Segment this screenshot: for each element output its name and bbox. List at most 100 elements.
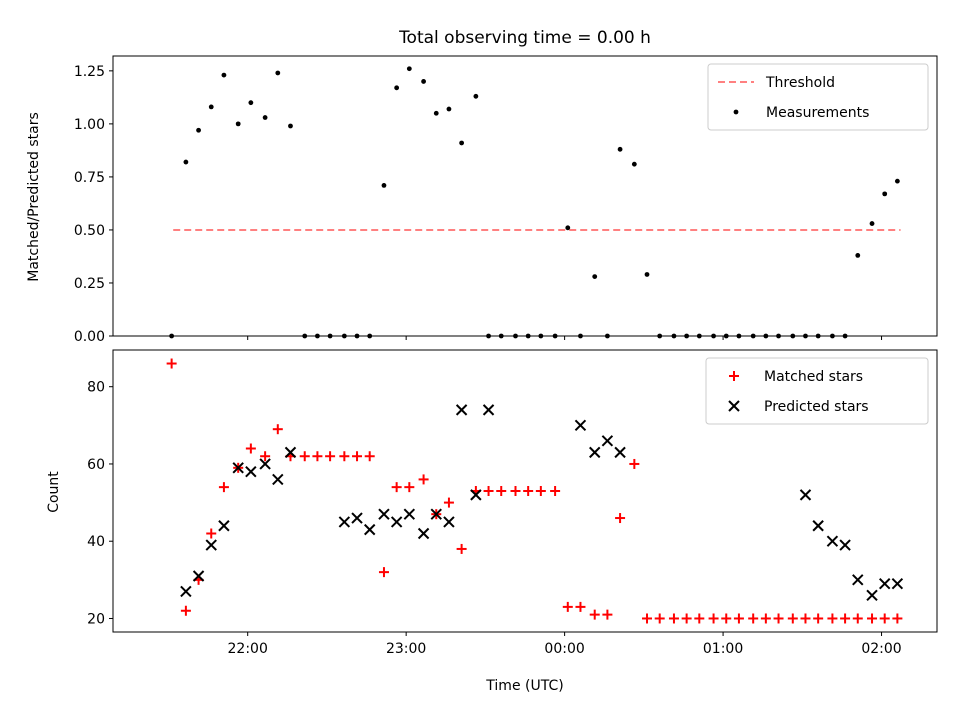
predicted-star-point [574, 419, 587, 432]
measurement-point [262, 115, 268, 120]
matched-star-point [813, 613, 824, 624]
matched-star-point [892, 613, 903, 624]
measurement-point [894, 178, 900, 184]
predicted-star-point [259, 458, 271, 470]
predicted-star-point [614, 446, 626, 459]
predicted-star-point [826, 535, 839, 547]
bottom-ytick-label: 80 [87, 380, 105, 396]
legend-predicted-swatch [728, 400, 740, 412]
measurement-point [394, 85, 400, 91]
matched-star-point [867, 613, 878, 624]
matched-star-point [272, 424, 283, 435]
legend-label: Measurements [766, 105, 869, 121]
matched-star-point [456, 543, 467, 554]
matched-star-point [629, 458, 640, 469]
predicted-star-point [812, 520, 824, 532]
measurement-point [288, 123, 293, 129]
matched-star-point [312, 451, 323, 462]
legend-label: Matched stars [764, 369, 863, 385]
bottom-x-axis-label: Time (UTC) [485, 678, 563, 694]
predicted-star-point [839, 539, 851, 551]
top-ytick-label: 0.75 [74, 170, 105, 186]
matched-star-point [299, 451, 310, 462]
matched-star-point [325, 451, 336, 462]
matched-star-point [708, 613, 719, 624]
measurement-point [592, 274, 598, 280]
top-ytick-label: 1.00 [74, 117, 105, 133]
bottom-y-axis-label: Count [46, 471, 62, 513]
measurement-point [473, 93, 479, 99]
bottom-xtick-label: 23:00 [386, 641, 426, 657]
predicted-star-point [482, 404, 495, 416]
predicted-star-point [284, 446, 297, 459]
legend-box [707, 63, 929, 131]
matched-star-point [642, 613, 653, 624]
top-axes-frame [112, 55, 938, 337]
top-legend: Threshold Measurements [707, 63, 929, 131]
top-ticks-group: 0.00 0.25 0.50 0.75 1.00 1.25 [74, 64, 883, 345]
measurement-point [869, 221, 875, 226]
matched-star-point [260, 451, 271, 462]
matched-star-point [879, 613, 890, 624]
measurement-point [235, 121, 241, 127]
matched-star-point [166, 358, 177, 369]
predicted-star-point [417, 527, 430, 540]
measurement-point [459, 140, 465, 146]
matched-star-point [510, 486, 521, 496]
legend-box [705, 357, 929, 425]
measurement-point [565, 225, 571, 231]
matched-star-point [443, 497, 454, 508]
measurement-point [433, 110, 439, 116]
bottom-xtick-label: 02:00 [861, 641, 901, 657]
predicted-star-point [601, 435, 614, 447]
top-ytick-label: 0.25 [74, 276, 105, 292]
measurement-point [617, 146, 623, 152]
measurement-point [275, 70, 281, 76]
measurement-point [406, 66, 412, 72]
measurement-point [248, 100, 254, 106]
predicted-star-point [232, 462, 244, 474]
predicted-star-point [470, 489, 482, 501]
matched-star-point [562, 601, 573, 612]
matched-star-point [654, 613, 665, 624]
measurement-point [631, 161, 637, 167]
matched-star-point [668, 613, 679, 624]
matched-star-point [721, 613, 732, 624]
top-y-axis-label: Matched/Predicted stars [26, 112, 42, 282]
predicted-star-point [205, 539, 217, 551]
bottom-ytick-label: 60 [87, 457, 105, 473]
matched-star-point [589, 609, 600, 620]
matched-star-point [391, 482, 402, 493]
predicted-star-point [799, 489, 812, 501]
top-chart-title: Total observing time = 0.00 h [398, 28, 651, 48]
matched-star-point [787, 613, 798, 624]
matched-star-point [773, 613, 784, 624]
measurement-point [221, 72, 227, 78]
matched-star-point [602, 609, 613, 620]
bottom-ytick-label: 40 [87, 534, 105, 550]
matched-star-point [245, 443, 256, 454]
predicted-star-point [338, 516, 351, 528]
predicted-star-point [390, 516, 403, 528]
predicted-star-point [443, 516, 455, 528]
predicted-star-point [852, 574, 864, 586]
matched-star-point [404, 482, 415, 493]
legend-matched-swatch [729, 371, 739, 381]
matched-star-point [733, 613, 744, 624]
bottom-ytick-label: 20 [87, 611, 105, 627]
matched-star-point [496, 486, 507, 496]
predicted-star-point [180, 585, 192, 598]
measurement-point [882, 191, 888, 197]
measurement-point [421, 79, 426, 84]
matched-star-point [535, 486, 546, 496]
legend-measurement-swatch [733, 109, 739, 115]
matched-star-point [352, 451, 363, 462]
top-ytick-label: 1.25 [74, 64, 105, 80]
measurement-point [644, 272, 650, 277]
matched-star-point [418, 474, 429, 485]
matched-star-point [218, 482, 229, 493]
measurement-point [208, 104, 214, 110]
predicted-star-point [378, 508, 390, 520]
matched-star-point [483, 486, 494, 496]
